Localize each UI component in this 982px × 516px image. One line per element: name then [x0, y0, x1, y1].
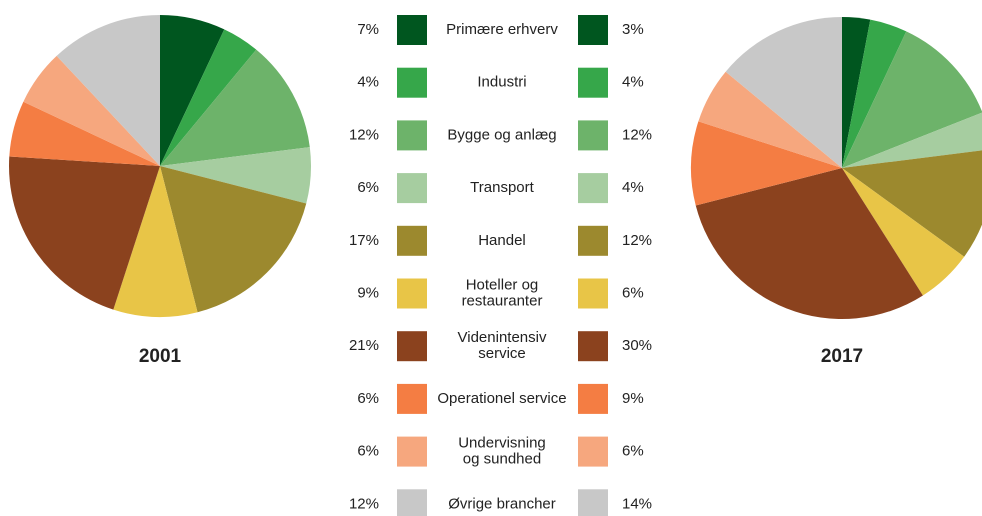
pie-slice	[160, 147, 311, 204]
pie-slice	[842, 19, 907, 169]
pie-slice	[842, 17, 871, 168]
pie-slice	[160, 15, 225, 166]
legend-label: Primære erhverv	[446, 21, 558, 38]
legend-swatch	[578, 436, 608, 467]
legend-value-label: 12%	[349, 126, 379, 143]
legend-swatch	[578, 331, 608, 362]
legend-value-label: 4%	[357, 74, 379, 91]
legend-swatch	[578, 383, 608, 414]
legend-swatch	[578, 120, 608, 151]
legend-value-label: 3%	[622, 21, 644, 38]
legend-value-label: 6%	[357, 443, 379, 460]
legend-swatch	[397, 67, 427, 98]
legend-swatch	[397, 489, 427, 516]
legend-label: Handel	[478, 232, 526, 249]
legend-value-label: 4%	[622, 74, 644, 91]
legend-swatch	[397, 15, 427, 45]
legend-value-label: 30%	[622, 337, 652, 354]
legend-value-label: 4%	[622, 179, 644, 196]
pie-slice	[113, 166, 198, 317]
legend-value-label: 14%	[622, 495, 652, 512]
pie-slice	[160, 49, 310, 167]
legend-swatch	[578, 278, 608, 309]
legend-value-label: 12%	[622, 232, 652, 249]
legend-swatch	[397, 120, 427, 151]
legend-swatch	[397, 225, 427, 256]
legend-swatch	[578, 225, 608, 256]
legend-label: Transport	[470, 179, 534, 196]
legend-swatch	[397, 331, 427, 362]
legend-swatch	[578, 67, 608, 98]
legend-label: Bygge og anlæg	[447, 126, 556, 143]
pie-title: 2017	[821, 346, 863, 367]
pie-title: 2001	[139, 346, 182, 367]
pie-slice	[160, 166, 307, 313]
legend-swatch	[578, 173, 608, 204]
pie-slice	[725, 17, 842, 168]
pie-slice	[842, 31, 982, 168]
legend-value-label: 7%	[357, 21, 379, 38]
legend-value-label: 9%	[622, 390, 644, 407]
pie-slice	[695, 168, 923, 319]
legend-value-label: 6%	[622, 443, 644, 460]
pie-slice	[8, 156, 160, 310]
legend-value-label: 6%	[622, 284, 644, 301]
legend-swatch	[397, 278, 427, 309]
pie-slice	[842, 168, 965, 296]
pie-slice	[690, 121, 842, 206]
legend-label: Øvrige brancher	[448, 495, 556, 512]
pie-slice	[698, 71, 842, 168]
legend-value-label: 6%	[357, 179, 379, 196]
legend-swatch	[397, 383, 427, 414]
pie-slice	[160, 29, 257, 167]
legend-label: Hoteller og restauranter	[462, 276, 543, 309]
legend-label: Industri	[477, 74, 526, 91]
pie-slice	[842, 112, 982, 168]
legend-value-label: 12%	[622, 126, 652, 143]
pie-slice	[9, 101, 161, 166]
legend-value-label: 21%	[349, 337, 379, 354]
legend-value-label: 6%	[357, 390, 379, 407]
pie-slice	[23, 55, 161, 166]
pie-slice	[56, 15, 160, 166]
legend-value-label: 9%	[357, 284, 379, 301]
legend-label: Undervisning og sundhed	[458, 435, 546, 468]
legend-value-label: 12%	[349, 495, 379, 512]
legend-label: Operationel service	[437, 390, 566, 407]
legend-value-label: 17%	[349, 232, 379, 249]
legend-swatch	[578, 489, 608, 516]
pie-slice	[842, 150, 982, 257]
legend-swatch	[578, 15, 608, 45]
legend-swatch	[397, 436, 427, 467]
legend-label: Videnintensiv service	[458, 329, 547, 362]
legend-swatch	[397, 173, 427, 204]
